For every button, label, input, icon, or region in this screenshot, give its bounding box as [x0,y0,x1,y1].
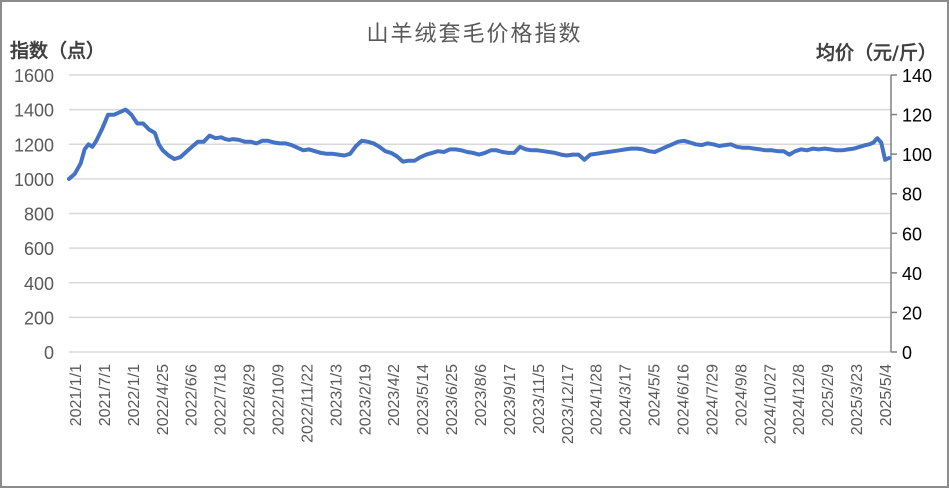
x-axis-tick-label: 2024/9/8 [733,364,750,426]
x-axis-tick-label: 2022/4/25 [155,364,172,435]
x-axis-tick-label: 2022/8/29 [242,364,259,435]
right-axis-tick-label: 0 [902,343,912,363]
left-axis-tick-label: 1200 [14,135,54,155]
right-axis-tick-label: 100 [902,145,932,165]
x-axis-tick-label: 2023/6/25 [444,364,461,435]
chart-title: 山羊绒套毛价格指数 [366,22,583,47]
left-axis-tick-label: 1600 [14,66,54,86]
right-axis-tick-label: 120 [902,106,932,126]
x-axis-tick-label: 2023/8/6 [473,364,490,426]
left-axis-tick-label: 800 [24,205,54,225]
x-axis-tick-label: 2024/1/28 [589,364,606,435]
right-axis-tick-label: 60 [902,224,922,244]
x-axis-tick-label: 2025/5/4 [878,364,895,426]
x-axis-tick-label: 2021/7/1 [97,364,114,426]
x-axis-tick-label: 2023/12/17 [560,364,577,444]
left-axis-title: 指数（点） [10,40,106,62]
x-axis-tick-label: 2024/5/5 [647,364,664,426]
left-axis-tick-label: 1000 [14,170,54,190]
left-axis-tick-label: 1400 [14,101,54,121]
right-axis-title: 均价（元/斤） [816,42,937,64]
x-axis-tick-label: 2023/5/14 [415,364,432,435]
right-axis-tick-label: 80 [902,185,922,205]
left-axis-tick-label: 200 [24,308,54,328]
x-axis-tick-label: 2023/2/19 [357,364,374,435]
x-axis-tick-label: 2025/3/23 [849,364,866,435]
x-axis-tick-label: 2024/7/29 [704,364,721,435]
x-axis-tick-label: 2022/6/6 [184,364,201,426]
x-axis-tick-label: 2022/10/9 [271,364,288,435]
left-axis-tick-label: 0 [44,343,54,363]
x-axis-tick-label: 2023/1/3 [328,364,345,426]
left-axis-tick-label: 600 [24,239,54,259]
x-axis-tick-label: 2023/4/2 [386,364,403,426]
x-axis-tick-label: 2024/6/16 [676,364,693,435]
x-axis-tick-label: 2023/11/5 [531,364,548,434]
price-index-line [67,107,891,181]
right-axis-tick-label: 40 [902,264,922,284]
x-axis-tick-label: 2023/9/17 [502,364,519,435]
x-axis-tick-label: 2024/3/17 [618,364,635,435]
x-axis-tick-label: 2022/1/1 [126,364,143,426]
x-axis-tick-label: 2022/11/22 [299,364,316,443]
x-axis-tick-label: 2024/10/27 [762,364,779,444]
left-axis-tick-label: 400 [24,274,54,294]
x-axis-tick-label: 2022/7/18 [213,364,230,435]
x-axis-tick-label: 2021/1/1 [68,364,85,426]
right-axis-tick-label: 140 [902,66,932,86]
x-axis-tick-label: 2024/12/8 [791,364,808,435]
x-axis-tick-label: 2025/2/9 [820,364,837,426]
right-axis-tick-label: 20 [902,303,922,323]
